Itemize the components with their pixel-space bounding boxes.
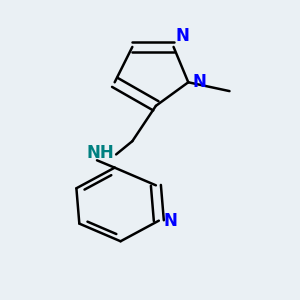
Text: NH: NH [86,144,114,162]
Text: N: N [193,73,207,91]
Text: N: N [163,212,177,230]
Text: N: N [175,28,189,46]
